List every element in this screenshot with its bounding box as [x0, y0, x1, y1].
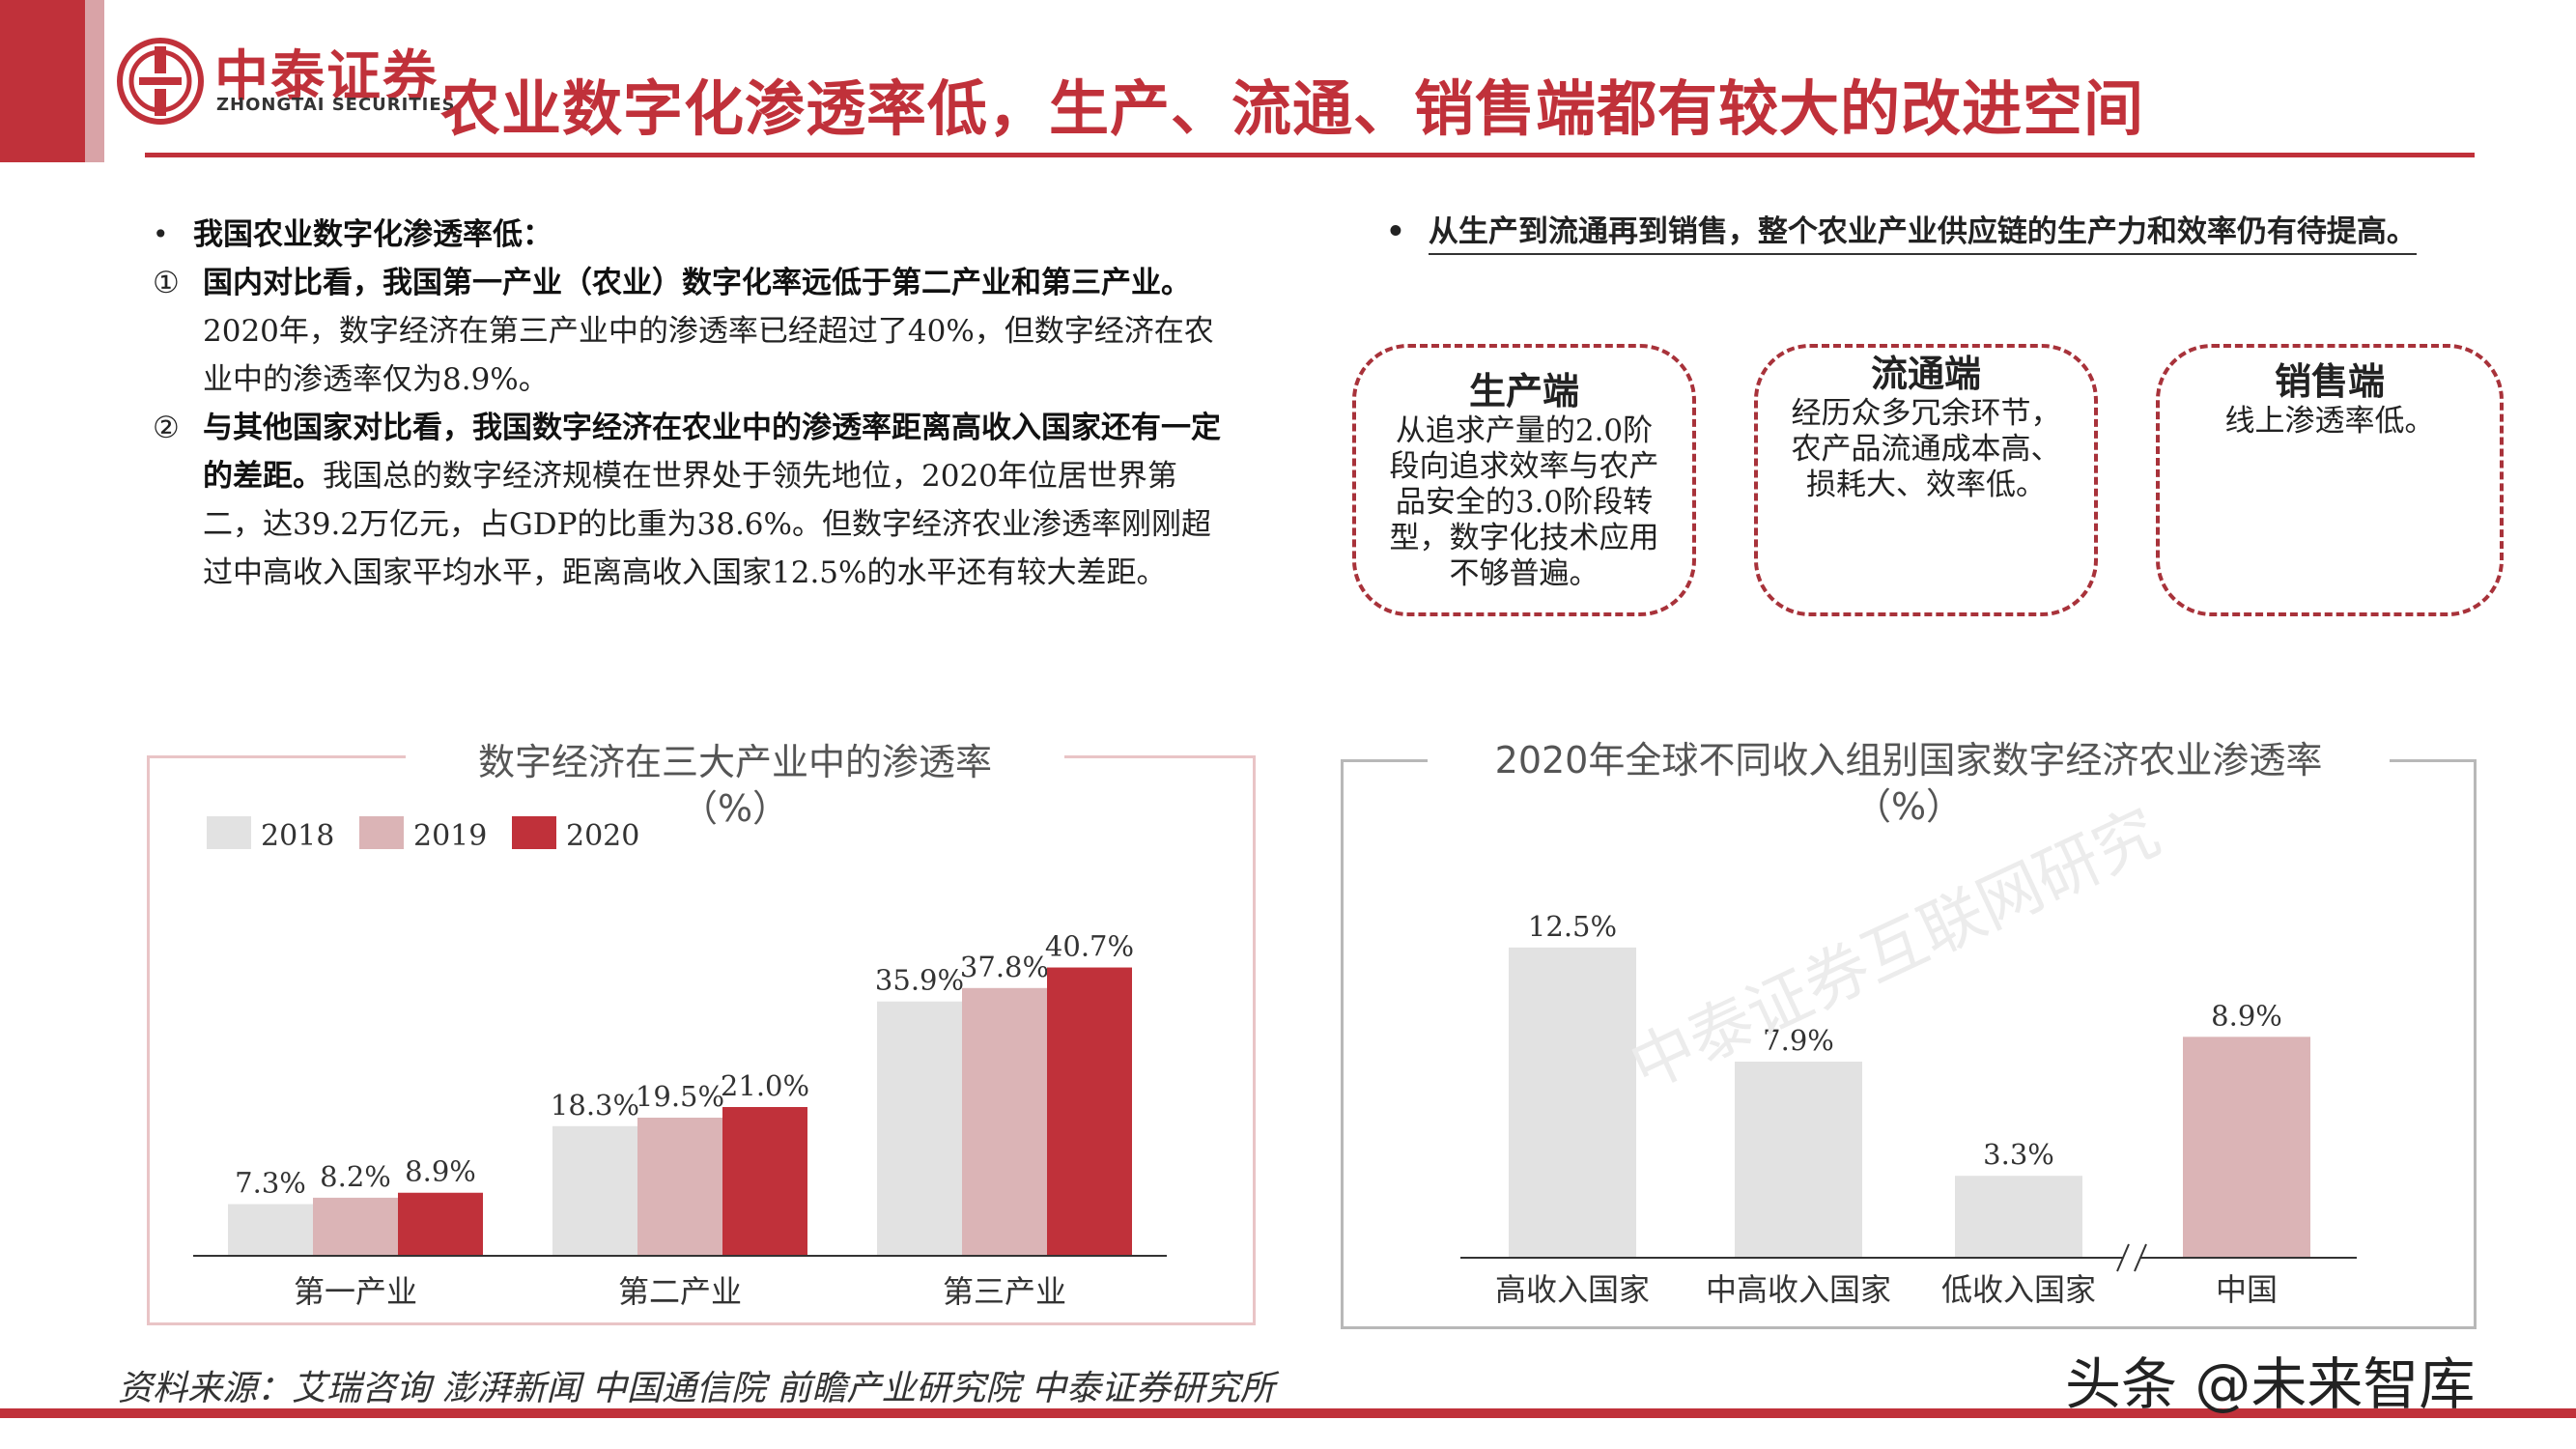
- data-label-第三产业-2018: 35.9%: [875, 964, 964, 997]
- data-label-第三产业-2020: 40.7%: [1045, 930, 1134, 963]
- box-sales-body: 线上渗透率低。: [2224, 404, 2435, 439]
- legend-swatch-2019: [359, 816, 404, 849]
- logo-text-cn: 中泰证券: [214, 45, 439, 108]
- chart-left-subtitle: （%）: [680, 787, 790, 830]
- bullet-icon: •: [153, 218, 169, 250]
- bar-中高收入国家: [1735, 1062, 1862, 1258]
- bar-第二产业-2019: [637, 1118, 722, 1256]
- bar-高收入国家: [1509, 947, 1636, 1258]
- category-label-1: 中高收入国家: [1706, 1271, 1891, 1308]
- left-heading: 我国农业数字化渗透率低：: [193, 217, 552, 252]
- right-note: • 从生产到流通再到销售，整个农业产业供应链的生产力和效率仍有待提高。: [1386, 207, 2417, 255]
- header-accent-light: [85, 0, 104, 162]
- box-circulation-title: 流通端: [1870, 353, 1981, 395]
- data-label-第二产业-2019: 19.5%: [636, 1080, 724, 1113]
- category-label-2: 低收入国家: [1941, 1271, 2096, 1308]
- watermark-brand: 头条 @未来智库: [2065, 1351, 2476, 1417]
- data-label-第三产业-2019: 37.8%: [960, 951, 1049, 983]
- point-2-marker: ②: [153, 411, 180, 445]
- bar-第三产业-2019: [962, 987, 1047, 1256]
- logo-text-en: ZHONGTAI SECURITIES: [216, 95, 456, 115]
- axis-break-gap: [2123, 1252, 2140, 1264]
- data-label-第一产业-2019: 8.2%: [320, 1160, 391, 1193]
- category-label-2: 第三产业: [943, 1273, 1066, 1310]
- legend-label-2019: 2019: [413, 819, 487, 853]
- legend-label-2018: 2018: [261, 819, 334, 853]
- category-label-0: 高收入国家: [1495, 1271, 1650, 1308]
- right-note-text: 从生产到流通再到销售，整个农业产业供应链的生产力和效率仍有待提高。: [1428, 214, 2417, 255]
- bar-第二产业-2018: [552, 1125, 637, 1256]
- legend-label-2020: 2020: [566, 819, 639, 853]
- point-1-marker: ①: [153, 266, 180, 300]
- data-label-低收入国家: 3.3%: [1983, 1138, 2054, 1171]
- point-1-bold: 国内对比看，我国第一产业（农业）数字化率远低于第二产业和第三产业。: [203, 266, 1191, 300]
- zhongtai-logo-icon: [117, 38, 204, 125]
- chart-right-title: 2020年全球不同收入组别国家数字经济农业渗透率: [1494, 739, 2323, 781]
- point-1: ① 国内对比看，我国第一产业（农业）数字化率远低于第二产业和第三产业。 2020年…: [153, 259, 1234, 404]
- legend-swatch-2020: [512, 816, 556, 849]
- point-1-text: 2020年，数字经济在第三产业中的渗透率已经超过了40%，但数字经济在农业中的渗…: [203, 314, 1214, 397]
- page-title: 农业数字化渗透率低，生产、流通、销售端都有较大的改进空间: [440, 73, 2145, 144]
- box-production-title: 生产端: [1468, 370, 1579, 412]
- data-label-高收入国家: 12.5%: [1528, 910, 1617, 943]
- chart-right-title-mask: [1428, 740, 2390, 846]
- chart-right-subtitle: （%）: [1854, 785, 1964, 828]
- box-production: 生产端 从追求产量的2.0阶段向追求效率与农产品安全的3.0阶段转型，数字化技术…: [1352, 344, 1696, 616]
- bar-第一产业-2020: [398, 1192, 483, 1256]
- data-label-第二产业-2020: 21.0%: [721, 1069, 809, 1102]
- point-1-text-wrap: 国内对比看，我国第一产业（农业）数字化率远低于第二产业和第三产业。 2020年，数…: [203, 259, 1234, 404]
- right-note-bullet: •: [1386, 214, 1405, 249]
- box-circulation-body: 经历众多冗余环节，农产品流通成本高、损耗大、效率低。: [1791, 396, 2061, 502]
- left-text-block: • 我国农业数字化渗透率低： ① 国内对比看，我国第一产业（农业）数字化率远低于…: [153, 211, 1234, 597]
- bar-第二产业-2020: [722, 1107, 807, 1256]
- title-divider: [145, 153, 2475, 157]
- point-2-text: 我国总的数字经济规模在世界处于领先地位，2020年位居世界第二，达39.2万亿元…: [203, 459, 1211, 590]
- chart-right-svg: 12.5% 高收入国家 7.9% 中高收入国家 3.3% 低收入国家 8.9% 中国: [1460, 910, 2357, 1308]
- point-2-bold: 与其他国家对比看，我国数字经济在农业中的渗透率距离高收入国家还有一定的差距。: [203, 411, 1221, 494]
- data-label-第二产业-2018: 18.3%: [551, 1089, 639, 1122]
- data-label-中高收入国家: 7.9%: [1763, 1024, 1834, 1057]
- header-accent-bar: [0, 0, 85, 162]
- box-production-body: 从追求产量的2.0阶段向追求效率与农产品安全的3.0阶段转型，数字化技术应用不够…: [1389, 413, 1659, 591]
- legend-swatch-2018: [207, 816, 251, 849]
- footer-divider: [0, 1408, 2576, 1418]
- bar-低收入国家: [1955, 1176, 2082, 1258]
- data-label-第一产业-2020: 8.9%: [405, 1155, 476, 1188]
- axis-break-mark-2: [2134, 1243, 2147, 1272]
- box-sales: 销售端 线上渗透率低。: [2156, 344, 2504, 616]
- category-label-1: 第二产业: [618, 1273, 742, 1310]
- chart-left-svg: 2018 2019 2020 7.3% 8.2% 8.9% 第一产业 18.3%19.5%21…: [193, 816, 1167, 1310]
- data-label-第一产业-2018: 7.3%: [235, 1166, 306, 1199]
- chart-left-title: 数字经济在三大产业中的渗透率: [477, 741, 992, 783]
- source-note: 资料来源：艾瑞咨询 澎湃新闻 中国通信院 前瞻产业研究院 中泰证券研究所: [118, 1369, 1275, 1408]
- box-circulation: 流通端 经历众多冗余环节，农产品流通成本高、损耗大、效率低。: [1754, 344, 2098, 616]
- data-label-中国: 8.9%: [2211, 999, 2282, 1032]
- bar-中国: [2183, 1037, 2310, 1258]
- point-2-text-wrap: 与其他国家对比看，我国数字经济在农业中的渗透率距离高收入国家还有一定的差距。我国…: [203, 404, 1234, 597]
- bar-第一产业-2018: [228, 1204, 313, 1256]
- category-label-0: 第一产业: [294, 1273, 417, 1310]
- category-label-3: 中国: [2216, 1271, 2278, 1308]
- bar-第三产业-2018: [877, 1001, 962, 1256]
- bar-第一产业-2019: [313, 1197, 398, 1256]
- axis-break-mark-1: [2116, 1243, 2130, 1272]
- left-heading-row: • 我国农业数字化渗透率低：: [153, 211, 1234, 259]
- box-sales-title: 销售端: [2274, 360, 2385, 403]
- point-2: ② 与其他国家对比看，我国数字经济在农业中的渗透率距离高收入国家还有一定的差距。…: [153, 404, 1234, 597]
- bar-第三产业-2020: [1047, 967, 1132, 1256]
